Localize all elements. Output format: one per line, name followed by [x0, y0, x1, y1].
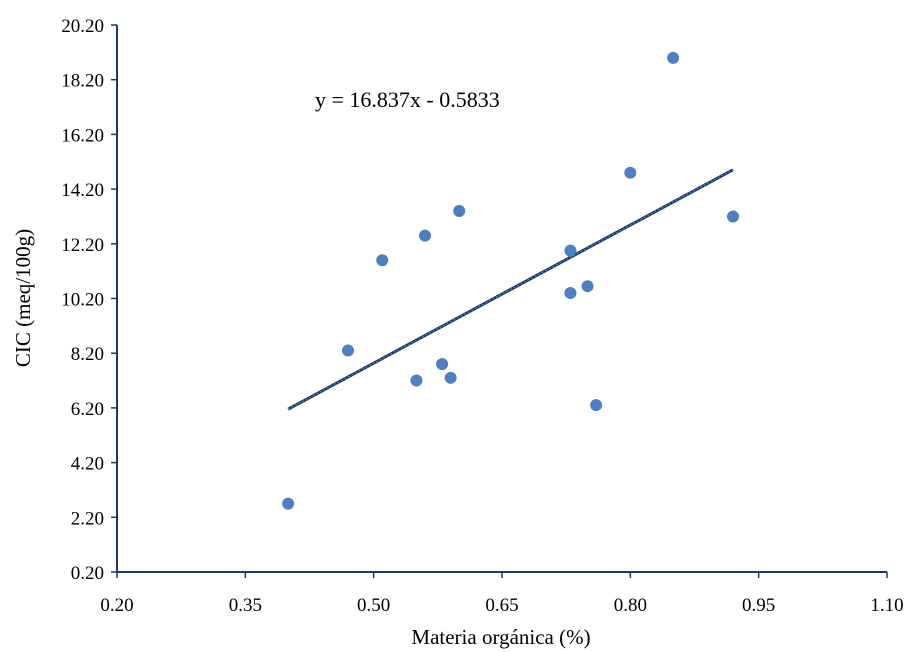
- y-tick-label: 20.20: [61, 16, 104, 37]
- data-point: [342, 344, 354, 357]
- x-tick-label: 0.80: [614, 595, 647, 616]
- y-tick-label: 0.20: [71, 563, 104, 584]
- y-tick-labels: 0.20 2.20 4.20 6.20 8.20 10.20 12.20 14.20 16.20…: [61, 16, 117, 584]
- data-point: [667, 51, 680, 64]
- data-point: [444, 371, 457, 384]
- data-point: [453, 204, 466, 217]
- x-tick-label: 0.65: [485, 595, 518, 616]
- trendline-dots: [287, 169, 734, 410]
- y-tick-label: 14.20: [61, 180, 104, 201]
- y-tick-label: 10.20: [61, 290, 104, 311]
- data-point: [564, 287, 577, 300]
- data-point: [376, 254, 389, 267]
- data-point: [282, 497, 295, 510]
- y-tick-label: 18.20: [61, 71, 104, 92]
- x-tick-label: 0.95: [742, 595, 775, 616]
- data-point: [590, 399, 603, 412]
- data-point: [410, 374, 423, 387]
- x-axis-title: Materia orgánica (%): [411, 625, 590, 649]
- y-axis-title: CIC (meq/100g): [11, 229, 35, 367]
- x-tick-label: 0.20: [100, 595, 133, 616]
- y-tick-label: 2.20: [71, 508, 104, 529]
- x-tick-label: 1.10: [870, 595, 903, 616]
- y-tick-label: 16.20: [61, 125, 104, 146]
- y-tick-label: 12.20: [61, 235, 104, 256]
- data-point: [564, 244, 577, 257]
- trendline-equation: y = 16.837x - 0.5833: [315, 87, 500, 112]
- data-point: [581, 280, 594, 293]
- trendline-layer: [287, 168, 734, 411]
- data-point: [624, 166, 637, 179]
- axes: [116, 25, 887, 573]
- y-tick-label: 6.20: [71, 399, 104, 420]
- data-point: [436, 358, 449, 371]
- data-point: [419, 229, 431, 242]
- x-tick-label: 0.35: [229, 595, 262, 616]
- x-tick-labels: 0.20 0.35 0.50 0.65 0.80 0.95 1.10: [100, 572, 904, 616]
- y-tick-label: 4.20: [71, 454, 104, 475]
- x-tick-label: 0.50: [357, 595, 390, 616]
- data-points: [282, 51, 739, 510]
- data-point: [727, 210, 739, 223]
- y-tick-label: 8.20: [71, 344, 104, 365]
